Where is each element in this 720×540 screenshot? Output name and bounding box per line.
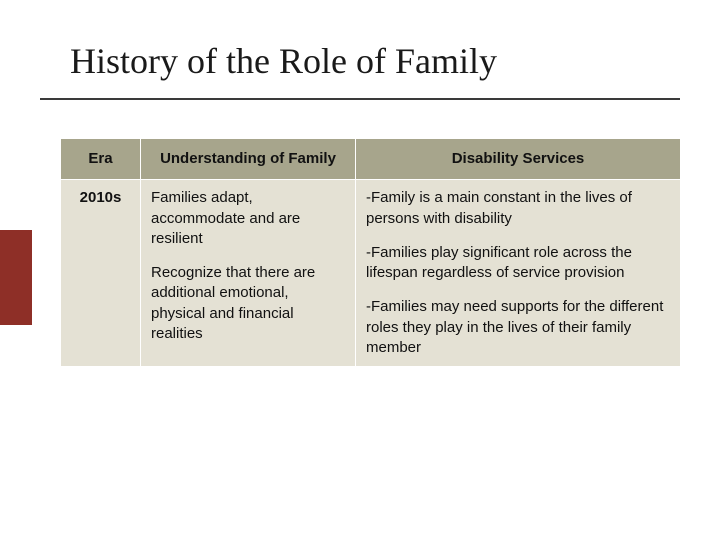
- slide: History of the Role of Family Era Unders…: [0, 0, 720, 540]
- title-underline: [40, 98, 680, 100]
- services-p3: -Families may need supports for the diff…: [366, 297, 670, 358]
- services-p1: -Family is a main constant in the lives …: [366, 188, 670, 229]
- services-p2: -Families play significant role across t…: [366, 243, 670, 284]
- understanding-p1: Families adapt, accommodate and are resi…: [151, 188, 345, 249]
- cell-understanding: Families adapt, accommodate and are resi…: [141, 180, 356, 367]
- col-header-services: Disability Services: [356, 139, 681, 180]
- table-header-row: Era Understanding of Family Disability S…: [61, 139, 681, 180]
- cell-services: -Family is a main constant in the lives …: [356, 180, 681, 367]
- history-table: Era Understanding of Family Disability S…: [60, 138, 681, 367]
- col-header-era: Era: [61, 139, 141, 180]
- understanding-p2: Recognize that there are additional emot…: [151, 263, 345, 344]
- col-header-understanding: Understanding of Family: [141, 139, 356, 180]
- cell-era: 2010s: [61, 180, 141, 367]
- accent-bar: [0, 230, 32, 325]
- slide-title: History of the Role of Family: [70, 42, 680, 82]
- table-row: 2010s Families adapt, accommodate and ar…: [61, 180, 681, 367]
